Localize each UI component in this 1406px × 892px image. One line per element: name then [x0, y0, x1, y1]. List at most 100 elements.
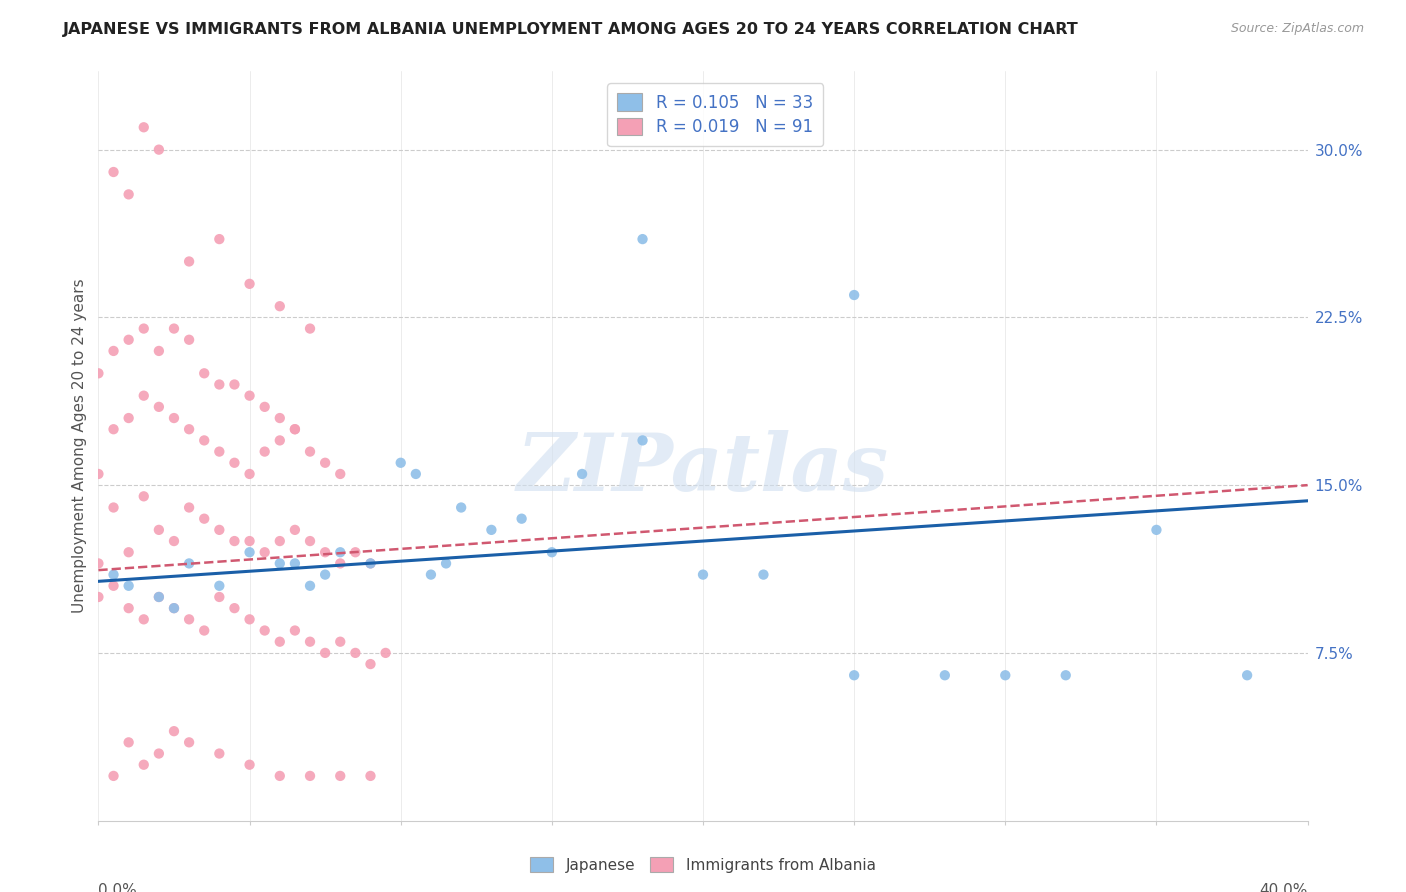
Point — [239, 612, 262, 626]
Point — [103, 567, 125, 582]
Point — [299, 579, 322, 593]
Point — [360, 557, 382, 571]
Point — [148, 143, 170, 157]
Point — [389, 456, 412, 470]
Point — [269, 534, 291, 549]
Point — [994, 668, 1017, 682]
Point — [87, 557, 110, 571]
Point — [132, 389, 155, 403]
Point — [571, 467, 593, 481]
Point — [314, 456, 336, 470]
Point — [103, 769, 125, 783]
Point — [163, 724, 186, 739]
Point — [148, 747, 170, 761]
Point — [163, 321, 186, 335]
Point — [299, 444, 322, 458]
Point — [179, 254, 201, 268]
Point — [434, 557, 457, 571]
Point — [269, 411, 291, 425]
Point — [253, 545, 276, 559]
Point — [179, 500, 201, 515]
Point — [510, 511, 533, 525]
Point — [269, 634, 291, 648]
Point — [148, 400, 170, 414]
Point — [118, 187, 141, 202]
Point — [481, 523, 503, 537]
Point — [844, 668, 866, 682]
Point — [208, 579, 231, 593]
Point — [329, 557, 352, 571]
Point — [934, 668, 956, 682]
Point — [118, 411, 141, 425]
Point — [284, 422, 307, 436]
Point — [179, 333, 201, 347]
Point — [208, 747, 231, 761]
Point — [631, 232, 654, 246]
Point — [299, 534, 322, 549]
Point — [103, 422, 125, 436]
Point — [208, 444, 231, 458]
Legend: Japanese, Immigrants from Albania: Japanese, Immigrants from Albania — [523, 849, 883, 880]
Point — [224, 377, 246, 392]
Point — [118, 333, 141, 347]
Point — [239, 277, 262, 291]
Y-axis label: Unemployment Among Ages 20 to 24 years: Unemployment Among Ages 20 to 24 years — [72, 278, 87, 614]
Point — [208, 523, 231, 537]
Point — [163, 534, 186, 549]
Point — [208, 377, 231, 392]
Point — [132, 321, 155, 335]
Point — [374, 646, 396, 660]
Point — [163, 601, 186, 615]
Point — [118, 735, 141, 749]
Point — [239, 545, 262, 559]
Text: ZIPatlas: ZIPatlas — [517, 430, 889, 508]
Point — [103, 165, 125, 179]
Point — [148, 343, 170, 358]
Point — [179, 612, 201, 626]
Point — [631, 434, 654, 448]
Point — [1236, 668, 1258, 682]
Point — [299, 769, 322, 783]
Point — [132, 612, 155, 626]
Point — [193, 624, 215, 638]
Point — [360, 557, 382, 571]
Point — [118, 579, 141, 593]
Point — [239, 534, 262, 549]
Point — [163, 411, 186, 425]
Point — [148, 590, 170, 604]
Point — [193, 434, 215, 448]
Point — [540, 545, 562, 559]
Point — [239, 389, 262, 403]
Point — [87, 367, 110, 381]
Point — [844, 288, 866, 302]
Point — [284, 557, 307, 571]
Point — [253, 400, 276, 414]
Point — [299, 634, 322, 648]
Point — [344, 545, 367, 559]
Point — [179, 422, 201, 436]
Point — [269, 769, 291, 783]
Point — [253, 444, 276, 458]
Point — [1054, 668, 1077, 682]
Point — [87, 590, 110, 604]
Point — [103, 343, 125, 358]
Point — [103, 500, 125, 515]
Point — [752, 567, 775, 582]
Point — [163, 601, 186, 615]
Point — [314, 545, 336, 559]
Point — [405, 467, 427, 481]
Point — [179, 735, 201, 749]
Point — [420, 567, 443, 582]
Point — [284, 523, 307, 537]
Point — [269, 299, 291, 313]
Point — [1144, 523, 1167, 537]
Point — [132, 757, 155, 772]
Point — [314, 567, 336, 582]
Point — [208, 590, 231, 604]
Point — [193, 511, 215, 525]
Point — [692, 567, 714, 582]
Point — [208, 232, 231, 246]
Text: Source: ZipAtlas.com: Source: ZipAtlas.com — [1230, 22, 1364, 36]
Point — [148, 523, 170, 537]
Point — [132, 489, 155, 503]
